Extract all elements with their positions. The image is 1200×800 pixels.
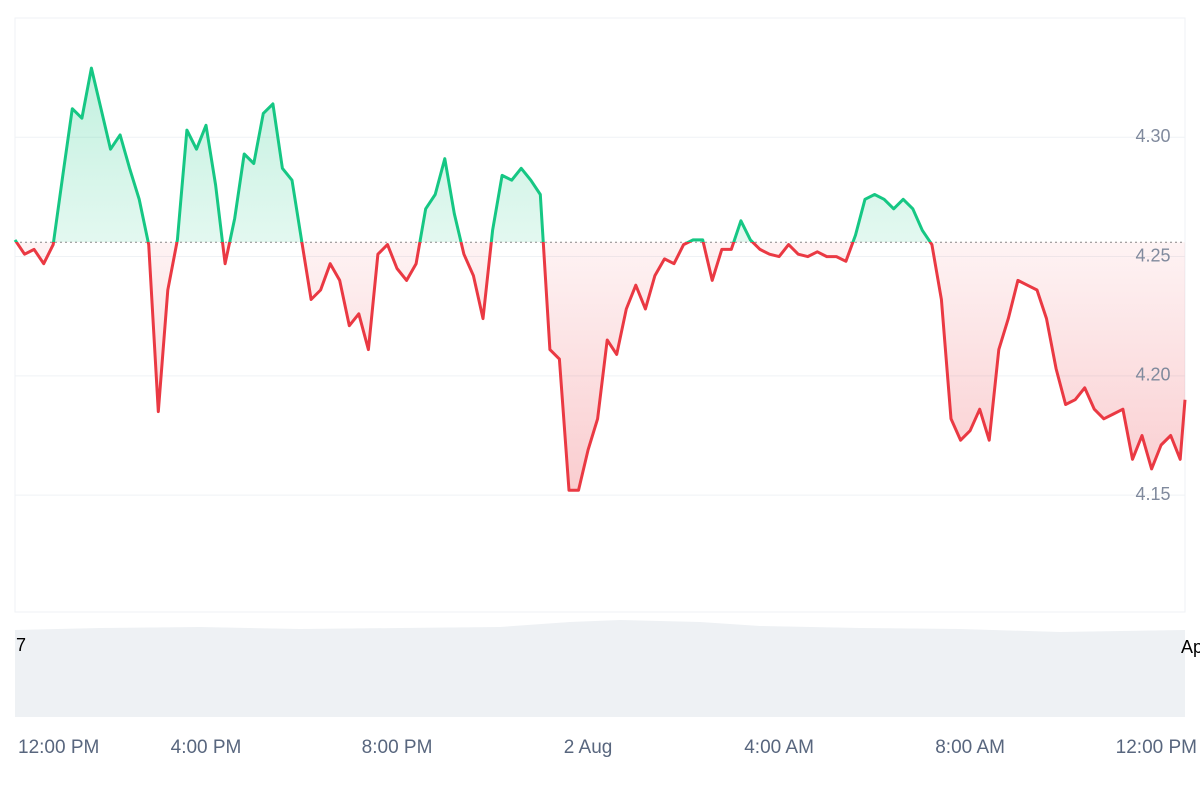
x-tick-label: 4:00 PM [171,737,242,758]
x-tick-label: 12:00 PM [18,737,99,758]
volume-area [15,620,1185,717]
edge-label: Ap [1181,637,1200,657]
x-tick-label: 8:00 PM [362,737,433,758]
x-tick-label: 4:00 AM [744,737,814,758]
x-tick-label: 8:00 AM [935,737,1005,758]
price-line [13,66,1187,492]
y-tick-label: 4.25 [1135,245,1170,265]
x-tick-label: 12:00 PM [1116,737,1197,758]
edge-label: 7 [16,635,26,655]
y-tick-label: 4.20 [1135,365,1170,385]
y-tick-label: 4.15 [1135,484,1170,504]
marks [13,66,1187,492]
price-area [15,68,1185,491]
labels: 4.15 4.20 4.25 4.30 12:00 PM 4:00 PM 8:00 PM 2 … [16,126,1200,758]
y-tick-label: 4.30 [1135,126,1170,146]
x-tick-label: 2 Aug [564,737,613,758]
